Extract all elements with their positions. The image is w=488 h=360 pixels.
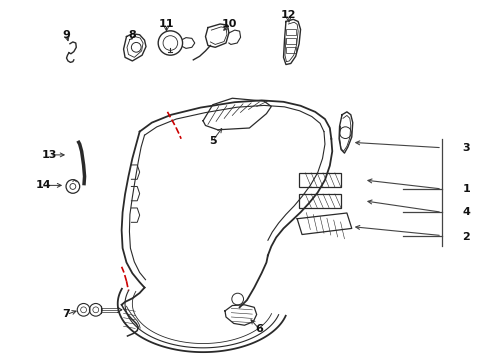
Bar	[286, 47, 296, 53]
Text: 6: 6	[255, 324, 263, 334]
Text: 12: 12	[280, 10, 296, 20]
Text: 1: 1	[462, 184, 469, 194]
Text: 5: 5	[208, 136, 216, 145]
Text: 8: 8	[128, 30, 136, 40]
Bar	[286, 39, 296, 44]
Text: 10: 10	[222, 19, 237, 29]
Bar	[299, 173, 340, 187]
Text: 2: 2	[462, 232, 469, 242]
Text: 4: 4	[462, 207, 469, 217]
Bar	[286, 30, 296, 35]
Text: 9: 9	[62, 30, 70, 40]
Text: 13: 13	[41, 150, 57, 160]
Text: 14: 14	[36, 180, 51, 190]
Text: 7: 7	[62, 310, 70, 319]
Text: 11: 11	[159, 19, 174, 29]
Text: 3: 3	[462, 143, 469, 153]
Bar	[299, 194, 340, 208]
